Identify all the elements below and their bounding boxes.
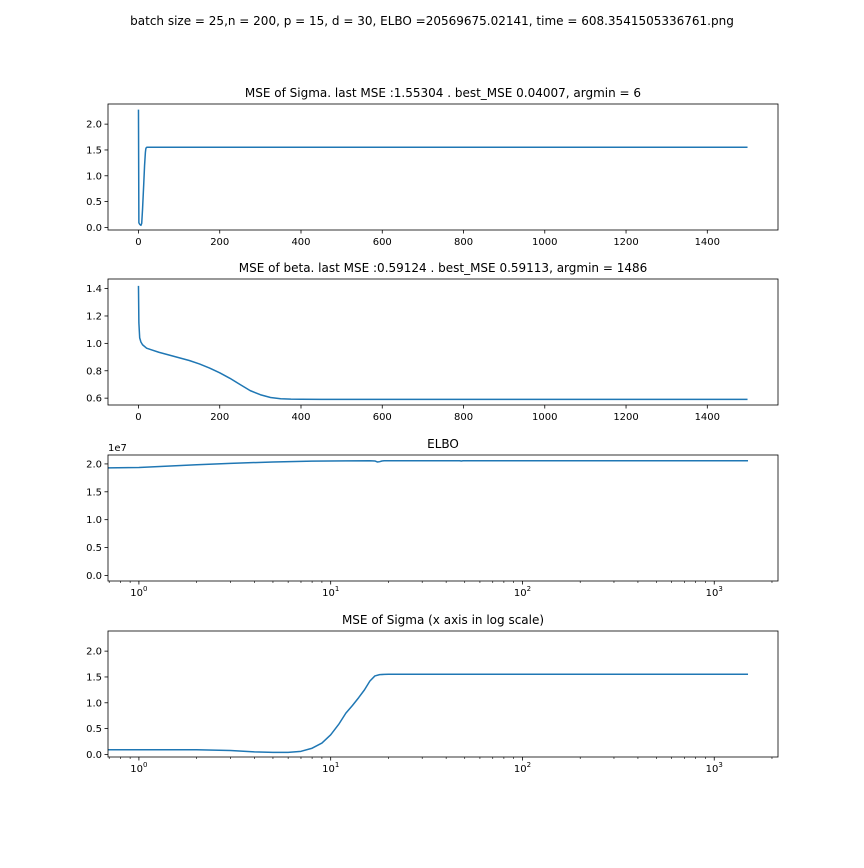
x-tick-label: 600 [373,237,392,248]
series-line [137,285,748,401]
subplot-3-title: ELBO [427,437,459,451]
y-tick-label: 1.5 [86,487,102,498]
axes-frame [107,454,779,582]
x-tick-label: 103 [706,761,723,775]
x-tick-label: 1000 [532,237,557,248]
y-tick-label: 1.4 [86,284,102,295]
y-tick-label: 0.6 [86,394,102,405]
y-tick-label: 1.0 [86,698,102,709]
subplot-1-title: MSE of Sigma. last MSE :1.55304 . best_M… [245,86,641,100]
y-tick-label: 0.0 [86,571,102,582]
y-tick-label: 0.5 [86,543,102,554]
x-tick-label: 200 [210,412,229,423]
y-tick-label: 0.0 [86,223,102,234]
x-tick-label: 800 [454,412,473,423]
x-tick-label: 600 [373,412,392,423]
y-tick-label: 1.2 [86,311,102,322]
y-tick-label: 2.0 [86,459,102,470]
subplot-4-title: MSE of Sigma (x axis in log scale) [342,613,544,627]
y-tick-label: 1.5 [86,145,102,156]
x-tick-label: 800 [454,237,473,248]
x-tick-label: 1200 [613,237,638,248]
series-line [107,459,749,469]
x-tick-label: 400 [291,237,310,248]
y-tick-label: 2.0 [86,120,102,131]
subplot-2: MSE of beta. last MSE :0.59124 . best_MS… [86,261,779,423]
subplot-3: ELBO 100 101 102 103 0.0 0.5 1.0 1.5 2.0 1e7 [86,437,779,599]
x-tick-label: 101 [322,761,339,775]
x-tick-label: 400 [291,412,310,423]
figure-suptitle: batch size = 25,n = 200, p = 15, d = 30,… [130,14,734,28]
y-tick-label: 1.0 [86,515,102,526]
x-tick-label: 200 [210,237,229,248]
axes-frame [107,278,779,406]
subplot-4: MSE of Sigma (x axis in log scale) 100 101… [86,613,779,775]
y-tick-label: 0.5 [86,197,102,208]
x-tick-label: 1400 [695,237,720,248]
x-tick-label: 1000 [532,412,557,423]
y-tick-label: 1.0 [86,339,102,350]
y-tick-label: 2.0 [86,647,102,658]
x-tick-label: 103 [706,585,723,599]
x-tick-label: 0 [135,237,141,248]
x-tick-label: 100 [130,761,147,775]
y-tick-label: 0.8 [86,366,102,377]
y-tick-label: 1.0 [86,171,102,182]
subplot-1: MSE of Sigma. last MSE :1.55304 . best_M… [86,86,779,248]
y-offset-label: 1e7 [108,443,127,454]
x-tick-label: 101 [322,585,339,599]
axes-frame [107,630,779,758]
x-tick-label: 102 [514,585,531,599]
series-line [137,109,748,227]
y-tick-label: 0.0 [86,750,102,761]
subplot-2-title: MSE of beta. last MSE :0.59124 . best_MS… [239,261,648,275]
y-tick-label: 1.5 [86,672,102,683]
x-tick-label: 1200 [613,412,638,423]
y-tick-label: 0.5 [86,724,102,735]
x-tick-label: 0 [135,412,141,423]
x-tick-label: 1400 [695,412,720,423]
x-tick-label: 102 [514,761,531,775]
axes-frame [107,103,779,231]
series-line [108,673,749,754]
x-tick-label: 100 [130,585,147,599]
